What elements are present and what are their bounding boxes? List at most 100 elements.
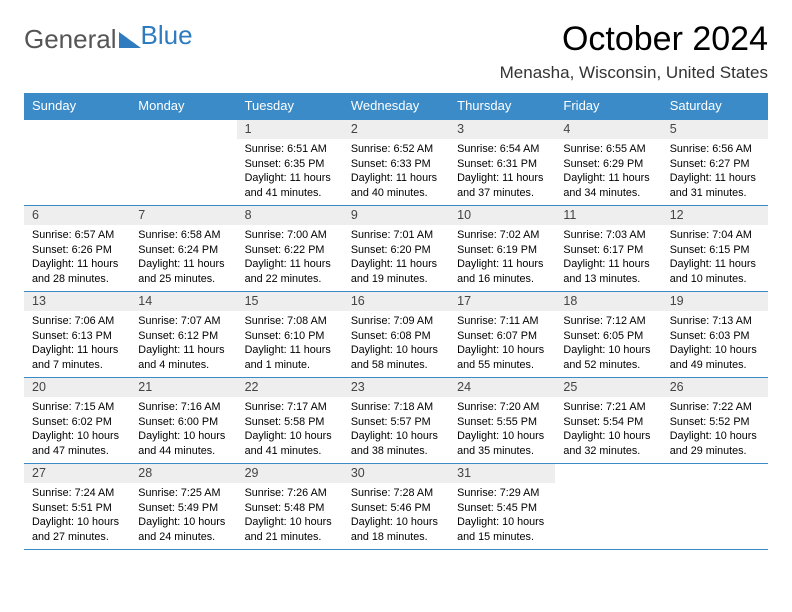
day-number: 7	[130, 206, 236, 225]
calendar-cell: 27Sunrise: 7:24 AMSunset: 5:51 PMDayligh…	[24, 464, 130, 550]
calendar-cell: 8Sunrise: 7:00 AMSunset: 6:22 PMDaylight…	[237, 206, 343, 292]
calendar-cell: 31Sunrise: 7:29 AMSunset: 5:45 PMDayligh…	[449, 464, 555, 550]
calendar-cell: 6Sunrise: 6:57 AMSunset: 6:26 PMDaylight…	[24, 206, 130, 292]
calendar-cell	[24, 120, 130, 206]
logo-part2: Blue	[141, 22, 193, 48]
calendar-cell	[130, 120, 236, 206]
day-number: 26	[662, 378, 768, 397]
day-number: 17	[449, 292, 555, 311]
day-content: Sunrise: 7:18 AMSunset: 5:57 PMDaylight:…	[343, 397, 449, 462]
day-content: Sunrise: 6:55 AMSunset: 6:29 PMDaylight:…	[555, 139, 661, 204]
calendar-cell	[555, 464, 661, 550]
location: Menasha, Wisconsin, United States	[500, 63, 768, 83]
weekday-header: Sunday	[24, 93, 130, 120]
calendar-cell: 23Sunrise: 7:18 AMSunset: 5:57 PMDayligh…	[343, 378, 449, 464]
day-content: Sunrise: 7:02 AMSunset: 6:19 PMDaylight:…	[449, 225, 555, 290]
calendar-cell: 29Sunrise: 7:26 AMSunset: 5:48 PMDayligh…	[237, 464, 343, 550]
day-content: Sunrise: 7:26 AMSunset: 5:48 PMDaylight:…	[237, 483, 343, 548]
calendar-cell: 25Sunrise: 7:21 AMSunset: 5:54 PMDayligh…	[555, 378, 661, 464]
calendar-week-row: 6Sunrise: 6:57 AMSunset: 6:26 PMDaylight…	[24, 206, 768, 292]
day-number: 29	[237, 464, 343, 483]
weekday-header: Thursday	[449, 93, 555, 120]
calendar-week-row: 27Sunrise: 7:24 AMSunset: 5:51 PMDayligh…	[24, 464, 768, 550]
day-number: 4	[555, 120, 661, 139]
weekday-header: Monday	[130, 93, 236, 120]
calendar-cell: 21Sunrise: 7:16 AMSunset: 6:00 PMDayligh…	[130, 378, 236, 464]
day-content: Sunrise: 7:28 AMSunset: 5:46 PMDaylight:…	[343, 483, 449, 548]
month-title: October 2024	[500, 20, 768, 59]
day-content: Sunrise: 7:06 AMSunset: 6:13 PMDaylight:…	[24, 311, 130, 376]
calendar-cell: 15Sunrise: 7:08 AMSunset: 6:10 PMDayligh…	[237, 292, 343, 378]
day-number: 20	[24, 378, 130, 397]
weekday-header: Wednesday	[343, 93, 449, 120]
calendar-cell: 5Sunrise: 6:56 AMSunset: 6:27 PMDaylight…	[662, 120, 768, 206]
day-number: 2	[343, 120, 449, 139]
day-content: Sunrise: 6:57 AMSunset: 6:26 PMDaylight:…	[24, 225, 130, 290]
weekday-header: Friday	[555, 93, 661, 120]
day-number: 5	[662, 120, 768, 139]
calendar-cell: 16Sunrise: 7:09 AMSunset: 6:08 PMDayligh…	[343, 292, 449, 378]
day-content: Sunrise: 7:04 AMSunset: 6:15 PMDaylight:…	[662, 225, 768, 290]
calendar-cell: 30Sunrise: 7:28 AMSunset: 5:46 PMDayligh…	[343, 464, 449, 550]
calendar-cell: 4Sunrise: 6:55 AMSunset: 6:29 PMDaylight…	[555, 120, 661, 206]
day-number: 8	[237, 206, 343, 225]
calendar-cell: 14Sunrise: 7:07 AMSunset: 6:12 PMDayligh…	[130, 292, 236, 378]
day-number: 27	[24, 464, 130, 483]
day-content: Sunrise: 6:56 AMSunset: 6:27 PMDaylight:…	[662, 139, 768, 204]
day-content: Sunrise: 7:16 AMSunset: 6:00 PMDaylight:…	[130, 397, 236, 462]
day-content: Sunrise: 7:08 AMSunset: 6:10 PMDaylight:…	[237, 311, 343, 376]
calendar-cell: 7Sunrise: 6:58 AMSunset: 6:24 PMDaylight…	[130, 206, 236, 292]
day-number: 11	[555, 206, 661, 225]
day-number: 31	[449, 464, 555, 483]
calendar-cell: 22Sunrise: 7:17 AMSunset: 5:58 PMDayligh…	[237, 378, 343, 464]
day-content: Sunrise: 6:58 AMSunset: 6:24 PMDaylight:…	[130, 225, 236, 290]
day-number: 23	[343, 378, 449, 397]
weekday-header: Tuesday	[237, 93, 343, 120]
calendar-cell: 24Sunrise: 7:20 AMSunset: 5:55 PMDayligh…	[449, 378, 555, 464]
calendar-cell: 13Sunrise: 7:06 AMSunset: 6:13 PMDayligh…	[24, 292, 130, 378]
day-content: Sunrise: 6:54 AMSunset: 6:31 PMDaylight:…	[449, 139, 555, 204]
day-number: 12	[662, 206, 768, 225]
day-number: 10	[449, 206, 555, 225]
day-number: 1	[237, 120, 343, 139]
day-content: Sunrise: 7:00 AMSunset: 6:22 PMDaylight:…	[237, 225, 343, 290]
calendar-cell: 3Sunrise: 6:54 AMSunset: 6:31 PMDaylight…	[449, 120, 555, 206]
day-content: Sunrise: 7:07 AMSunset: 6:12 PMDaylight:…	[130, 311, 236, 376]
day-number-empty	[130, 120, 236, 139]
day-number-empty	[555, 464, 661, 483]
day-content: Sunrise: 7:25 AMSunset: 5:49 PMDaylight:…	[130, 483, 236, 548]
day-number: 21	[130, 378, 236, 397]
day-number: 13	[24, 292, 130, 311]
calendar-cell: 17Sunrise: 7:11 AMSunset: 6:07 PMDayligh…	[449, 292, 555, 378]
day-number: 9	[343, 206, 449, 225]
calendar-cell: 9Sunrise: 7:01 AMSunset: 6:20 PMDaylight…	[343, 206, 449, 292]
day-number: 19	[662, 292, 768, 311]
day-number: 30	[343, 464, 449, 483]
day-number: 3	[449, 120, 555, 139]
calendar-cell: 28Sunrise: 7:25 AMSunset: 5:49 PMDayligh…	[130, 464, 236, 550]
calendar-cell: 1Sunrise: 6:51 AMSunset: 6:35 PMDaylight…	[237, 120, 343, 206]
day-content: Sunrise: 7:15 AMSunset: 6:02 PMDaylight:…	[24, 397, 130, 462]
calendar-grid: SundayMondayTuesdayWednesdayThursdayFrid…	[24, 93, 768, 550]
weekday-header-row: SundayMondayTuesdayWednesdayThursdayFrid…	[24, 93, 768, 120]
calendar-cell: 11Sunrise: 7:03 AMSunset: 6:17 PMDayligh…	[555, 206, 661, 292]
day-content: Sunrise: 7:12 AMSunset: 6:05 PMDaylight:…	[555, 311, 661, 376]
day-number: 6	[24, 206, 130, 225]
logo-triangle-icon	[119, 26, 141, 52]
day-content: Sunrise: 6:51 AMSunset: 6:35 PMDaylight:…	[237, 139, 343, 204]
day-number: 18	[555, 292, 661, 311]
day-number-empty	[24, 120, 130, 139]
calendar-cell: 10Sunrise: 7:02 AMSunset: 6:19 PMDayligh…	[449, 206, 555, 292]
day-content: Sunrise: 7:22 AMSunset: 5:52 PMDaylight:…	[662, 397, 768, 462]
day-content: Sunrise: 7:29 AMSunset: 5:45 PMDaylight:…	[449, 483, 555, 548]
day-content: Sunrise: 7:01 AMSunset: 6:20 PMDaylight:…	[343, 225, 449, 290]
day-content: Sunrise: 7:17 AMSunset: 5:58 PMDaylight:…	[237, 397, 343, 462]
day-content: Sunrise: 7:20 AMSunset: 5:55 PMDaylight:…	[449, 397, 555, 462]
day-number: 15	[237, 292, 343, 311]
calendar-week-row: 13Sunrise: 7:06 AMSunset: 6:13 PMDayligh…	[24, 292, 768, 378]
logo-part1: General	[24, 26, 117, 52]
day-number-empty	[662, 464, 768, 483]
header: General Blue October 2024 Menasha, Wisco…	[24, 20, 768, 83]
day-number: 28	[130, 464, 236, 483]
day-content: Sunrise: 7:03 AMSunset: 6:17 PMDaylight:…	[555, 225, 661, 290]
